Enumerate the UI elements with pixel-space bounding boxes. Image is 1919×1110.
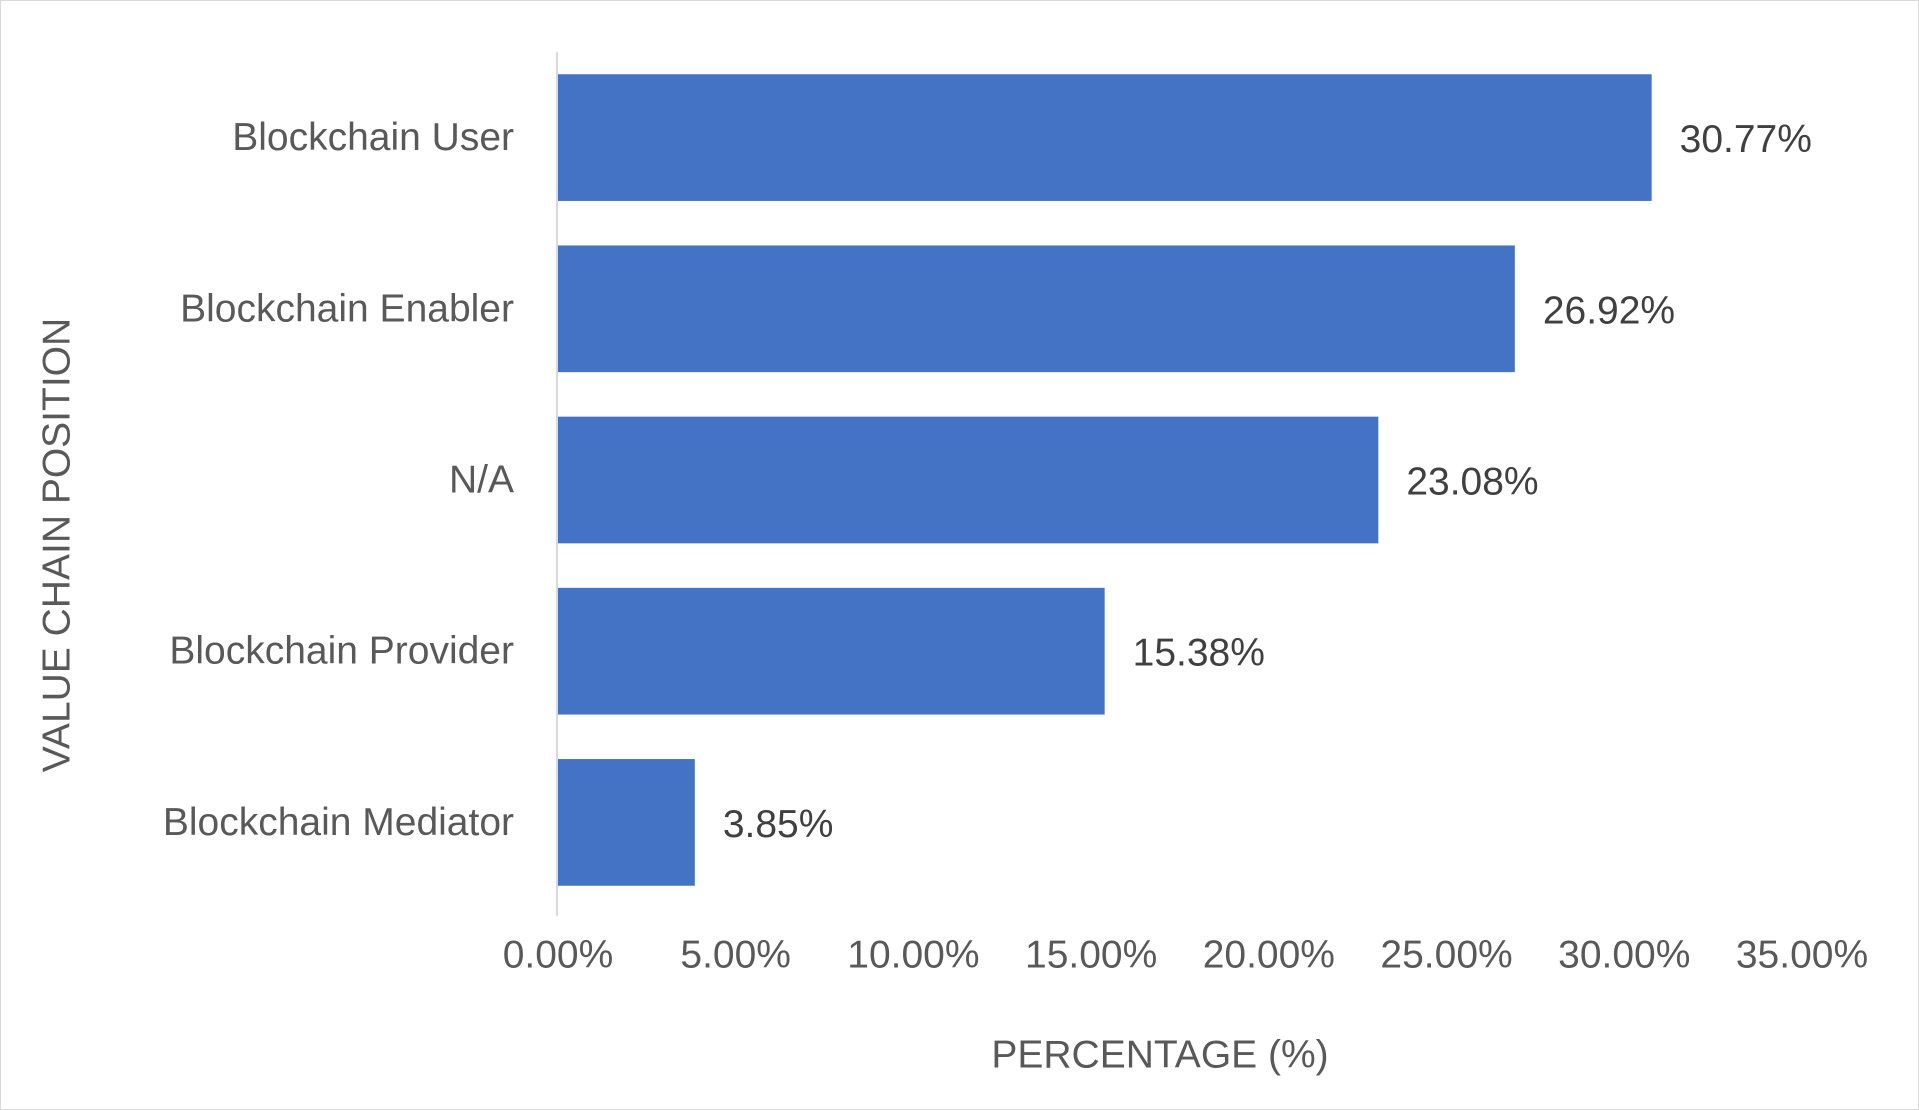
bars-group — [558, 74, 1652, 886]
x-tick-label-3: 15.00% — [1025, 934, 1157, 977]
x-tick-label-4: 20.00% — [1203, 934, 1335, 977]
x-tick-label-0: 0.00% — [503, 934, 614, 977]
data-label-0: 30.77% — [1680, 118, 1812, 161]
category-label-2: N/A — [449, 459, 514, 502]
x-tick-labels: 0.00% 5.00% 10.00% 15.00% 20.00% 25.00% 30.00%… — [503, 934, 1868, 977]
category-label-1: Blockchain Enabler — [180, 287, 514, 330]
bar-1 — [558, 245, 1515, 373]
bar-4 — [558, 759, 695, 886]
x-tick-label-1: 5.00% — [680, 934, 791, 977]
x-tick-label-2: 10.00% — [847, 934, 979, 977]
x-tick-label-7: 35.00% — [1736, 934, 1868, 977]
data-label-2: 23.08% — [1406, 461, 1538, 504]
x-tick-label-6: 30.00% — [1558, 934, 1690, 977]
bar-3 — [558, 587, 1105, 715]
x-tick-label-5: 25.00% — [1380, 934, 1512, 977]
category-label-3: Blockchain Provider — [169, 630, 514, 673]
category-label-0: Blockchain User — [232, 116, 514, 159]
y-axis-title: VALUE CHAIN POSITION — [36, 318, 79, 772]
data-labels: 30.77% 26.92% 23.08% 15.38% 3.85% — [723, 118, 1812, 846]
data-label-4: 3.85% — [723, 803, 834, 846]
x-axis-title: PERCENTAGE (%) — [991, 1034, 1328, 1077]
data-label-1: 26.92% — [1543, 289, 1675, 332]
bar-0 — [558, 74, 1652, 201]
bar-2 — [558, 416, 1379, 544]
data-label-3: 15.38% — [1133, 632, 1265, 675]
category-label-4: Blockchain Mediator — [163, 801, 514, 844]
category-labels: Blockchain User Blockchain Enabler N/A Bloc… — [163, 116, 514, 844]
